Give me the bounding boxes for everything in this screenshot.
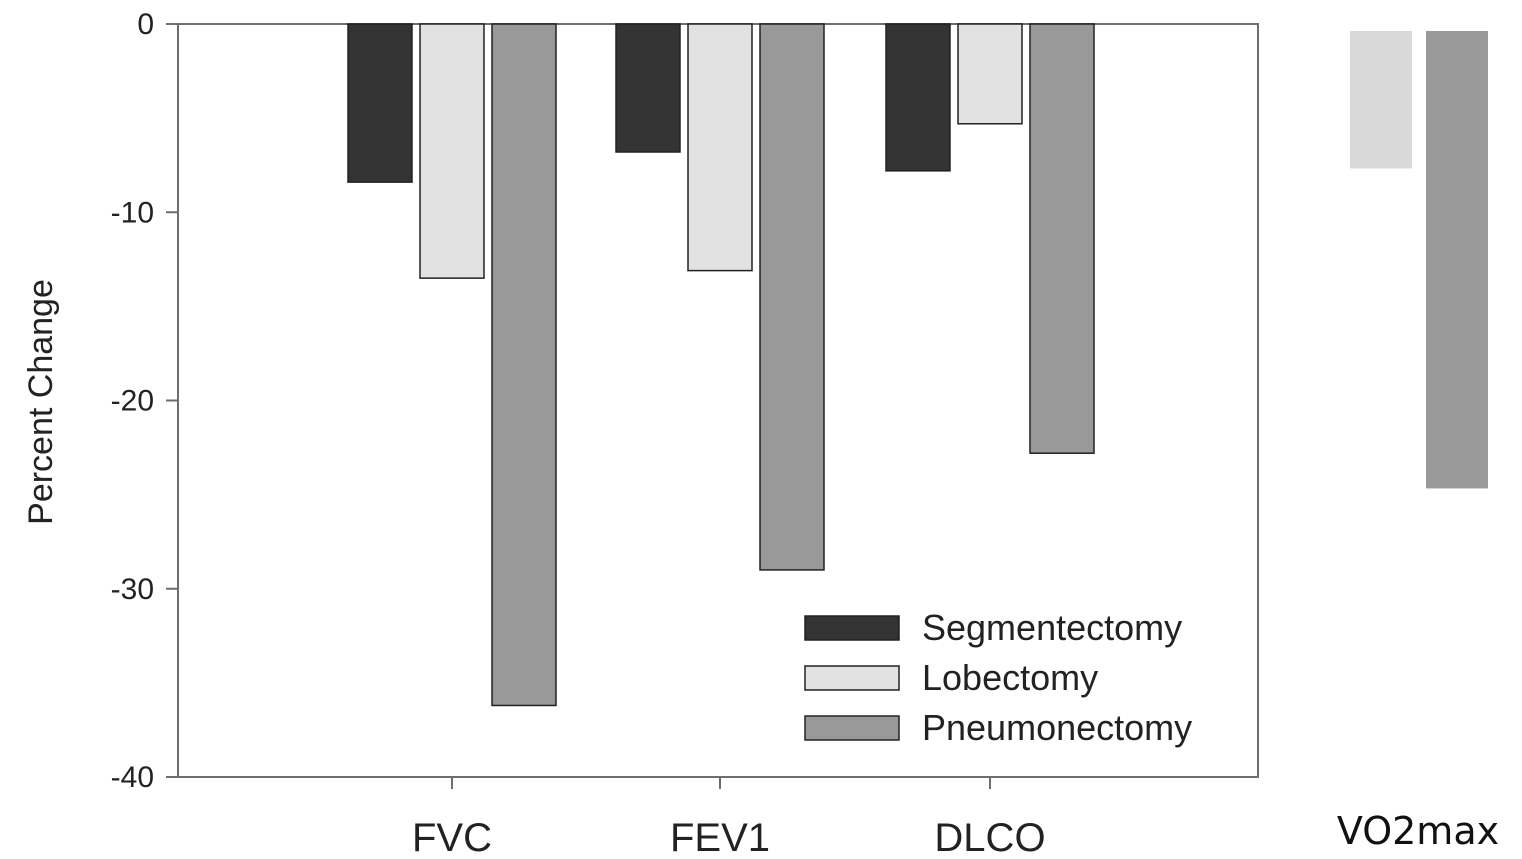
x-tick-label: FEV1: [670, 816, 770, 859]
bar-fev1-pneumonectomy: [759, 23, 825, 571]
bar-fev1-segmentectomy: [615, 23, 681, 153]
bars: [347, 23, 1095, 707]
y-tick-label: 0: [137, 8, 154, 41]
y-tick-label: -40: [111, 761, 154, 794]
bar-dlco-pneumonectomy: [1029, 23, 1095, 454]
legend-label-pneumonectomy: Pneumonectomy: [922, 707, 1192, 748]
y-axis: 0 -10 -20 -30 -40: [111, 8, 178, 794]
legend-swatch-lobectomy: [804, 665, 900, 691]
extra-group: VO2max: [1337, 31, 1499, 853]
legend: Segmentectomy Lobectomy Pneumonectomy: [804, 607, 1192, 748]
extra-bar-0: [1350, 31, 1412, 169]
x-tick-label: FVC: [412, 816, 492, 859]
extra-label: VO2max: [1337, 809, 1499, 853]
bar-fvc-lobectomy: [419, 23, 485, 279]
y-tick-label: -10: [111, 196, 154, 229]
extra-bar-1: [1426, 31, 1488, 489]
legend-label-segmentectomy: Segmentectomy: [922, 607, 1182, 648]
legend-swatch-segmentectomy: [804, 615, 900, 641]
legend-swatch-pneumonectomy: [804, 715, 900, 741]
legend-label-lobectomy: Lobectomy: [922, 657, 1098, 698]
y-tick-label: -20: [111, 385, 154, 418]
bar-fvc-segmentectomy: [347, 23, 413, 183]
x-axis: FVC FEV1 DLCO: [412, 777, 1046, 859]
y-axis-label: Percent Change: [22, 279, 60, 525]
bar-dlco-segmentectomy: [885, 23, 951, 172]
bar-fev1-lobectomy: [687, 23, 753, 272]
bar-fvc-pneumonectomy: [491, 23, 557, 707]
y-tick-label: -30: [111, 573, 154, 606]
x-tick-label: DLCO: [934, 816, 1045, 859]
bar-dlco-lobectomy: [957, 23, 1023, 125]
